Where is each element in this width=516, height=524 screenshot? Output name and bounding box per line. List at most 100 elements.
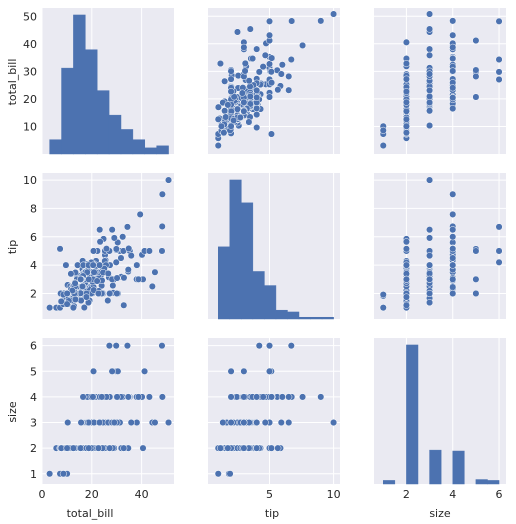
scatter-point: [277, 70, 285, 78]
scatter-point: [267, 444, 275, 452]
scatter-point: [253, 124, 261, 132]
scatter-point: [69, 444, 77, 452]
hist-bar-total_bill: [85, 49, 98, 155]
scatter-point: [134, 393, 143, 401]
scatter-point: [240, 393, 248, 401]
scatter-point: [379, 304, 387, 312]
y-tick-label-total_bill: 10: [23, 120, 37, 133]
scatter-point: [64, 418, 72, 427]
scatter-point: [449, 31, 457, 39]
scatter-point: [112, 258, 120, 266]
panel-tip-vs-tip: [208, 173, 340, 320]
scatter-point: [240, 418, 248, 427]
scatter-point: [267, 68, 275, 76]
scatter-point: [259, 63, 267, 71]
scatter-point: [240, 107, 248, 115]
x-tick-label-tip: 5: [266, 488, 273, 501]
scatter-point: [495, 17, 503, 25]
scatter-point: [62, 261, 70, 269]
panel-background: [374, 8, 506, 154]
scatter-point: [299, 393, 307, 401]
scatter-point: [449, 226, 457, 234]
y-axis-label-size: size: [6, 401, 19, 423]
scatter-point: [426, 51, 434, 59]
scatter-point: [402, 261, 410, 269]
panel-size-vs-tip: [208, 338, 340, 484]
scatter-point: [253, 418, 261, 427]
scatter-point: [90, 268, 98, 276]
scatter-point: [402, 88, 410, 96]
scatter-point: [113, 289, 121, 298]
scatter-point: [227, 75, 235, 83]
scatter-point: [426, 107, 434, 115]
scatter-point: [89, 247, 98, 255]
hist-bar-tip: [287, 311, 300, 320]
y-tick-label-size: 6: [30, 340, 37, 353]
y-tick-label-tip: 4: [30, 259, 37, 272]
scatter-point: [71, 279, 79, 287]
scatter-point: [230, 93, 238, 101]
scatter-point: [124, 266, 132, 274]
scatter-point: [449, 17, 457, 25]
scatter-point: [151, 418, 159, 427]
scatter-point: [449, 254, 457, 262]
scatter-point: [379, 126, 387, 134]
x-tick-label-total_bill: 40: [135, 488, 149, 501]
scatter-point: [233, 28, 242, 36]
panel-background: [208, 338, 340, 484]
scatter-point: [402, 301, 410, 309]
scatter-point: [285, 86, 293, 94]
scatter-point: [426, 289, 434, 298]
scatter-point: [426, 10, 434, 18]
scatter-point: [426, 226, 434, 234]
scatter-point: [426, 70, 434, 78]
scatter-point: [82, 293, 90, 301]
scatter-point: [227, 88, 235, 96]
scatter-point: [113, 393, 121, 401]
scatter-point: [495, 247, 503, 255]
scatter-point: [59, 470, 67, 478]
hist-bar-size: [475, 479, 488, 485]
scatter-point: [253, 393, 261, 401]
scatter-point: [102, 245, 111, 253]
scatter-point: [233, 105, 242, 113]
scatter-point: [120, 444, 128, 452]
scatter-point: [253, 93, 261, 101]
scatter-point: [268, 79, 276, 87]
scatter-point: [449, 105, 457, 113]
scatter-point: [96, 238, 104, 246]
scatter-point: [449, 190, 457, 198]
scatter-point: [145, 393, 153, 401]
scatter-point: [265, 342, 274, 350]
hist-bar-total_bill: [132, 139, 146, 155]
scatter-point: [95, 418, 104, 427]
scatter-point: [110, 418, 118, 427]
scatter-point: [220, 129, 228, 137]
scatter-point: [139, 444, 147, 452]
scatter-point: [133, 261, 141, 269]
scatter-point: [265, 60, 274, 68]
scatter-point: [106, 444, 114, 452]
scatter-point: [63, 300, 71, 308]
hist-bar-total_bill: [156, 145, 169, 155]
scatter-point: [472, 72, 480, 81]
scatter-point: [217, 122, 226, 130]
x-tick-label-total_bill: 20: [85, 488, 99, 501]
scatter-point: [426, 252, 434, 260]
scatter-point: [145, 247, 153, 255]
scatter-point: [495, 258, 503, 266]
scatter-point: [402, 75, 410, 83]
scatter-point: [472, 36, 480, 45]
x-tick-label-size: 2: [403, 488, 410, 501]
scatter-point: [125, 245, 133, 253]
scatter-point: [402, 275, 410, 283]
scatter-point: [151, 268, 159, 276]
scatter-point: [221, 107, 229, 115]
x-tick-label-size: 4: [449, 488, 456, 501]
scatter-point: [449, 233, 457, 241]
scatter-point: [245, 118, 253, 126]
scatter-point: [402, 245, 410, 253]
scatter-point: [402, 129, 410, 137]
scatter-point: [426, 25, 434, 33]
scatter-point: [426, 121, 434, 130]
